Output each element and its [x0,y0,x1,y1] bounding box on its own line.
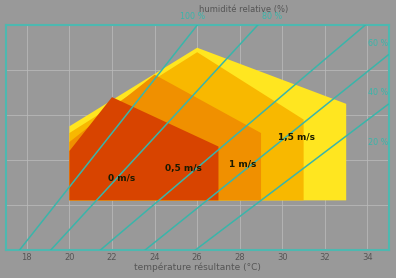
Text: 40 %: 40 % [368,88,388,97]
Text: 80 %: 80 % [262,12,282,21]
Text: 1,5 m/s: 1,5 m/s [278,133,315,142]
Polygon shape [69,97,219,200]
X-axis label: température résultante (°C): température résultante (°C) [134,263,261,272]
Text: 0 m/s: 0 m/s [108,173,135,182]
Text: 0,5 m/s: 0,5 m/s [165,165,202,173]
Polygon shape [69,75,261,200]
Polygon shape [69,52,304,200]
Polygon shape [69,48,346,200]
Text: 60 %: 60 % [368,39,388,48]
Text: 20 %: 20 % [368,138,388,147]
Text: 1 m/s: 1 m/s [229,160,257,169]
Text: humidité relative (%): humidité relative (%) [198,5,288,14]
Text: 100 %: 100 % [180,12,206,21]
